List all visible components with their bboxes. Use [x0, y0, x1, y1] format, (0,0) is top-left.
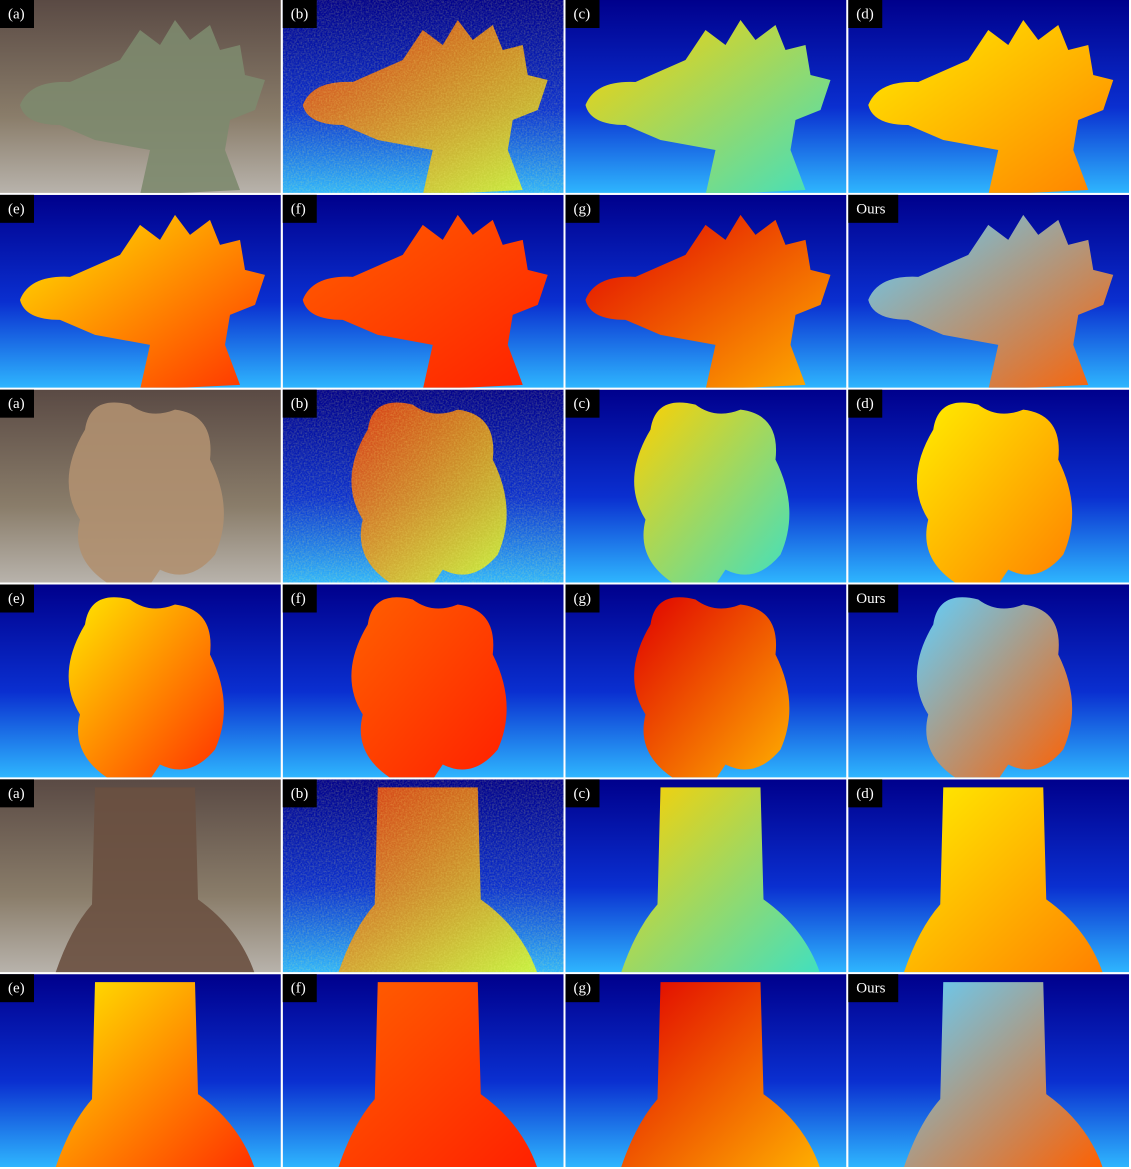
panel	[0, 779, 283, 974]
panel: (e)	[0, 195, 283, 390]
panel-label: (g)	[574, 201, 592, 217]
panel-image	[283, 0, 566, 195]
panel: (f)	[283, 195, 566, 390]
panel-label: (e)	[8, 591, 25, 607]
panel-image	[0, 195, 283, 390]
panel: (g)	[566, 974, 849, 1169]
panel-label: (e)	[8, 201, 25, 217]
panel-label: (a)	[8, 786, 25, 802]
panel-image	[566, 974, 849, 1169]
panel: (e)	[0, 585, 283, 780]
panel-label: Ours	[856, 201, 885, 217]
panel	[0, 0, 283, 195]
panel-image	[566, 195, 849, 390]
panel-image	[566, 390, 849, 585]
panel-label: (f)	[291, 591, 306, 607]
panel: Ours	[848, 195, 1131, 390]
panel-image	[566, 585, 849, 780]
panel-image	[283, 974, 566, 1169]
panel-label: (f)	[291, 981, 306, 997]
panel-label: (d)	[856, 786, 874, 802]
panel-image	[283, 585, 566, 780]
panel-label: Ours	[856, 981, 885, 997]
panel-image	[283, 195, 566, 390]
panel: (g)	[566, 195, 849, 390]
panel-image	[0, 974, 283, 1169]
panel-label-group: (a)	[0, 390, 34, 418]
panel: (d)	[848, 0, 1131, 195]
panel: (g)	[566, 585, 849, 780]
panel-image	[0, 779, 283, 974]
panel-label: (f)	[291, 201, 306, 217]
panel-label: (e)	[8, 981, 25, 997]
panel-label-group: (a)	[0, 779, 34, 807]
panel-label: (c)	[574, 786, 591, 802]
panel-image	[0, 390, 283, 585]
panel-image	[566, 779, 849, 974]
panel-image	[566, 0, 849, 195]
panel-image	[848, 585, 1131, 780]
panel-label: (b)	[291, 396, 309, 412]
panel: (d)	[848, 390, 1131, 585]
panel-label: (d)	[856, 396, 874, 412]
panel-label: (d)	[856, 6, 874, 22]
panel-label: (b)	[291, 6, 309, 22]
panel-image	[848, 974, 1131, 1169]
panel-label: (g)	[574, 981, 592, 997]
panel-image	[848, 779, 1131, 974]
panel: (d)	[848, 779, 1131, 974]
panel: (e)	[0, 974, 283, 1169]
panel: (b)	[283, 0, 566, 195]
panel-image	[283, 390, 566, 585]
panel-label: Ours	[856, 591, 885, 607]
panel-label: (b)	[291, 786, 309, 802]
panel-label: (c)	[574, 6, 591, 22]
panel	[0, 390, 283, 585]
figure-grid: (b) (c) (d) (e) (f) (g) Ours (b) (c) (d) (e) (f) (g)…	[0, 0, 1131, 1169]
panel: (f)	[283, 585, 566, 780]
panel: Ours	[848, 585, 1131, 780]
panel-image	[0, 585, 283, 780]
panel-image	[283, 779, 566, 974]
panel-label: (g)	[574, 591, 592, 607]
panel: (f)	[283, 974, 566, 1169]
panel: (b)	[283, 390, 566, 585]
panel-label: (a)	[8, 396, 25, 412]
panel-label: (a)	[8, 6, 25, 22]
panel: (c)	[566, 0, 849, 195]
panel-image	[0, 0, 283, 195]
panel: (c)	[566, 779, 849, 974]
panel-label: (c)	[574, 396, 591, 412]
panel: Ours	[848, 974, 1131, 1169]
panel-image	[848, 195, 1131, 390]
panel: (c)	[566, 390, 849, 585]
panel-image	[848, 0, 1131, 195]
panel-image	[848, 390, 1131, 585]
panel: (b)	[283, 779, 566, 974]
panel-label-group: (a)	[0, 0, 34, 28]
